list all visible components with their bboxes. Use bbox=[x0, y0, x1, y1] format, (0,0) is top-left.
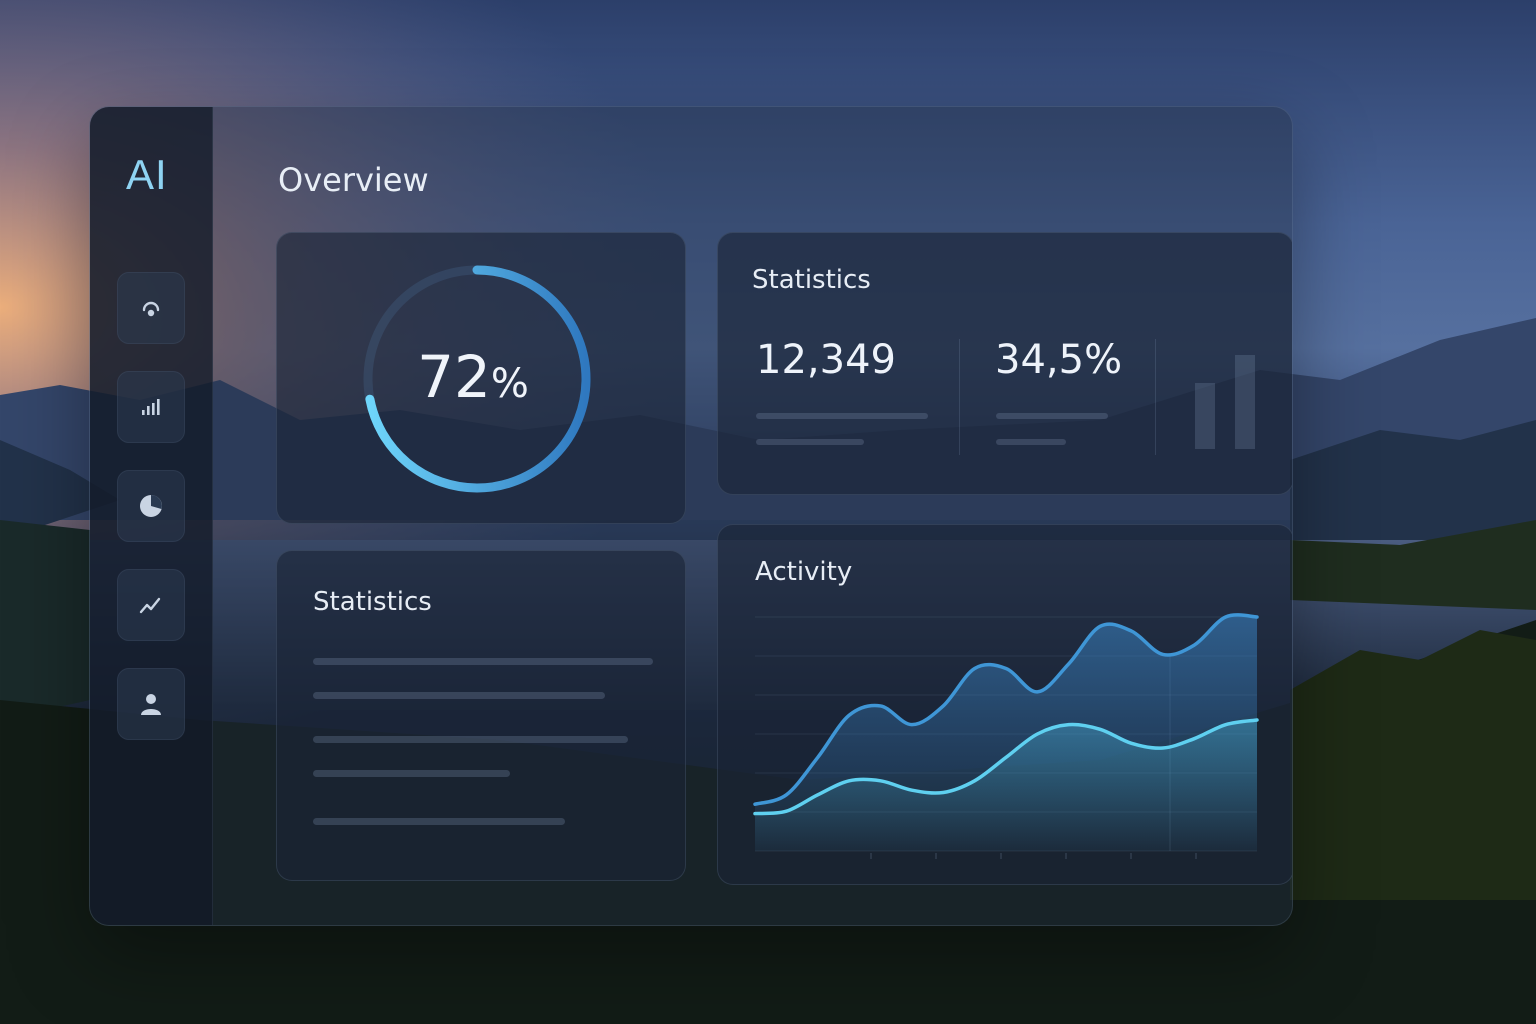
progress-unit: % bbox=[490, 361, 529, 407]
sidebar-item-profile[interactable] bbox=[117, 668, 185, 740]
stat-divider bbox=[959, 339, 960, 455]
activity-chart bbox=[753, 613, 1259, 859]
dashboard-window: AI bbox=[89, 106, 1293, 926]
list-placeholder-line bbox=[313, 692, 605, 699]
stat-value-count: 12,349 bbox=[756, 337, 896, 383]
chart-x-ticks bbox=[870, 853, 1197, 859]
list-placeholder-line bbox=[313, 818, 565, 825]
statistics-list-card: Statistics bbox=[276, 550, 686, 881]
activity-card: Activity bbox=[717, 524, 1292, 885]
bar-chart-icon bbox=[142, 399, 160, 415]
right-shrubs bbox=[1290, 630, 1536, 900]
pie-chart-icon bbox=[140, 495, 162, 517]
sidebar-item-reports[interactable] bbox=[117, 470, 185, 542]
progress-ring bbox=[363, 265, 591, 493]
list-placeholder-line bbox=[313, 658, 653, 665]
mini-bar bbox=[1195, 383, 1215, 449]
left-hills bbox=[0, 520, 90, 720]
list-placeholder-line bbox=[313, 736, 628, 743]
chart-series bbox=[753, 613, 1259, 851]
statistics-list-title: Statistics bbox=[313, 587, 432, 617]
sidebar-item-support[interactable] bbox=[117, 272, 185, 344]
series-line-2 bbox=[753, 718, 1259, 816]
stat-placeholder-line bbox=[756, 413, 928, 419]
progress-value: 72% bbox=[277, 343, 677, 411]
progress-card: 72% bbox=[276, 232, 686, 524]
stat-placeholder-line bbox=[996, 413, 1108, 419]
page-title: Overview bbox=[278, 161, 429, 199]
stat-divider bbox=[1155, 339, 1156, 455]
stat-placeholder-line bbox=[756, 439, 864, 445]
stat-value-percent: 34,5% bbox=[995, 337, 1123, 383]
mini-bar bbox=[1235, 355, 1255, 449]
progress-ring-arc bbox=[363, 265, 591, 493]
statistics-summary-card: Statistics 12,349 34,5% bbox=[717, 232, 1292, 495]
trend-line-icon bbox=[139, 597, 161, 614]
series-area-2 bbox=[755, 719, 1257, 851]
list-placeholder-line bbox=[313, 770, 510, 777]
statistics-title: Statistics bbox=[752, 265, 871, 295]
activity-title: Activity bbox=[755, 557, 853, 587]
sidebar-item-trends[interactable] bbox=[117, 569, 185, 641]
series-line-1 bbox=[753, 613, 1259, 806]
right-shore bbox=[1290, 520, 1536, 610]
app-logo: AI bbox=[126, 151, 168, 198]
sidebar: AI bbox=[90, 107, 213, 925]
headset-icon bbox=[142, 301, 160, 317]
sidebar-item-analytics[interactable] bbox=[117, 371, 185, 443]
user-icon bbox=[141, 694, 161, 715]
stat-placeholder-line bbox=[996, 439, 1066, 445]
progress-number: 72 bbox=[417, 343, 491, 411]
